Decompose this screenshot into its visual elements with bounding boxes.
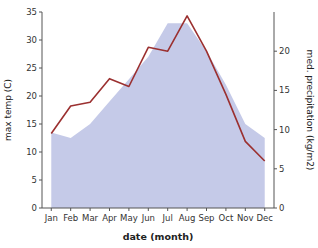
x-tick <box>70 208 71 211</box>
y-tick <box>39 96 42 97</box>
x-tick <box>51 208 52 211</box>
x-axis <box>42 208 274 209</box>
x-axis-label: date (month) <box>123 231 194 242</box>
x-tick <box>225 208 226 211</box>
y-tick <box>39 68 42 69</box>
y2-tick-label: 20 <box>279 46 290 56</box>
y2-tick <box>274 90 277 91</box>
y-tick-label: 10 <box>26 147 37 157</box>
area <box>51 23 264 208</box>
y2-tick <box>274 129 277 130</box>
y-tick <box>39 208 42 209</box>
y-tick-label: 30 <box>26 35 37 45</box>
x-tick <box>187 208 188 211</box>
x-tick <box>245 208 246 211</box>
y-axis <box>42 12 43 208</box>
y-tick-label: 25 <box>26 63 37 73</box>
y2-tick-label: 10 <box>279 125 290 135</box>
line <box>51 16 264 161</box>
y-axis-label: max temp (C) <box>3 79 13 141</box>
y2-tick <box>274 51 277 52</box>
x-tick-label: Jan <box>44 213 58 223</box>
y-tick-label: 5 <box>32 175 37 185</box>
x-tick-label: Feb <box>63 213 78 223</box>
x-tick-label: Oct <box>219 213 234 223</box>
y2-axis-label: med. precipitation (kg/m2) <box>305 50 315 171</box>
x-tick-label: Jun <box>141 213 155 223</box>
y-tick-label: 0 <box>32 203 37 213</box>
y-tick <box>39 12 42 13</box>
y-tick-label: 20 <box>26 91 37 101</box>
y-tick <box>39 152 42 153</box>
x-tick <box>206 208 207 211</box>
x-tick-label: Sep <box>198 213 214 223</box>
x-tick <box>109 208 110 211</box>
y-tick <box>39 40 42 41</box>
y-tick <box>39 124 42 125</box>
x-tick-label: Aug <box>179 213 196 223</box>
x-tick-label: Apr <box>102 213 117 223</box>
x-tick-label: May <box>120 213 138 223</box>
x-tick-label: Dec <box>256 213 273 223</box>
x-tick-label: Nov <box>237 213 254 223</box>
y2-axis <box>274 12 275 208</box>
y-tick-label: 35 <box>26 7 37 17</box>
y-tick-label: 15 <box>26 119 37 129</box>
x-tick <box>167 208 168 211</box>
x-tick <box>90 208 91 211</box>
y-tick <box>39 180 42 181</box>
y2-tick-label: 0 <box>279 203 284 213</box>
x-tick <box>148 208 149 211</box>
x-tick-label: Jul <box>162 213 173 223</box>
x-tick <box>264 208 265 211</box>
y2-tick-label: 15 <box>279 85 290 95</box>
chart-container: Jan Feb MarAprMayJun Jul AugSep OctNovDec 0 5 10… <box>0 0 318 248</box>
plot-area <box>51 16 264 208</box>
y2-tick <box>274 208 277 209</box>
chart: Jan Feb MarAprMayJun Jul AugSep OctNovDec 0 5 10… <box>0 0 318 248</box>
y2-tick <box>274 168 277 169</box>
x-tick <box>128 208 129 211</box>
x-tick-label: Mar <box>82 213 99 223</box>
y2-tick-label: 5 <box>279 164 284 174</box>
